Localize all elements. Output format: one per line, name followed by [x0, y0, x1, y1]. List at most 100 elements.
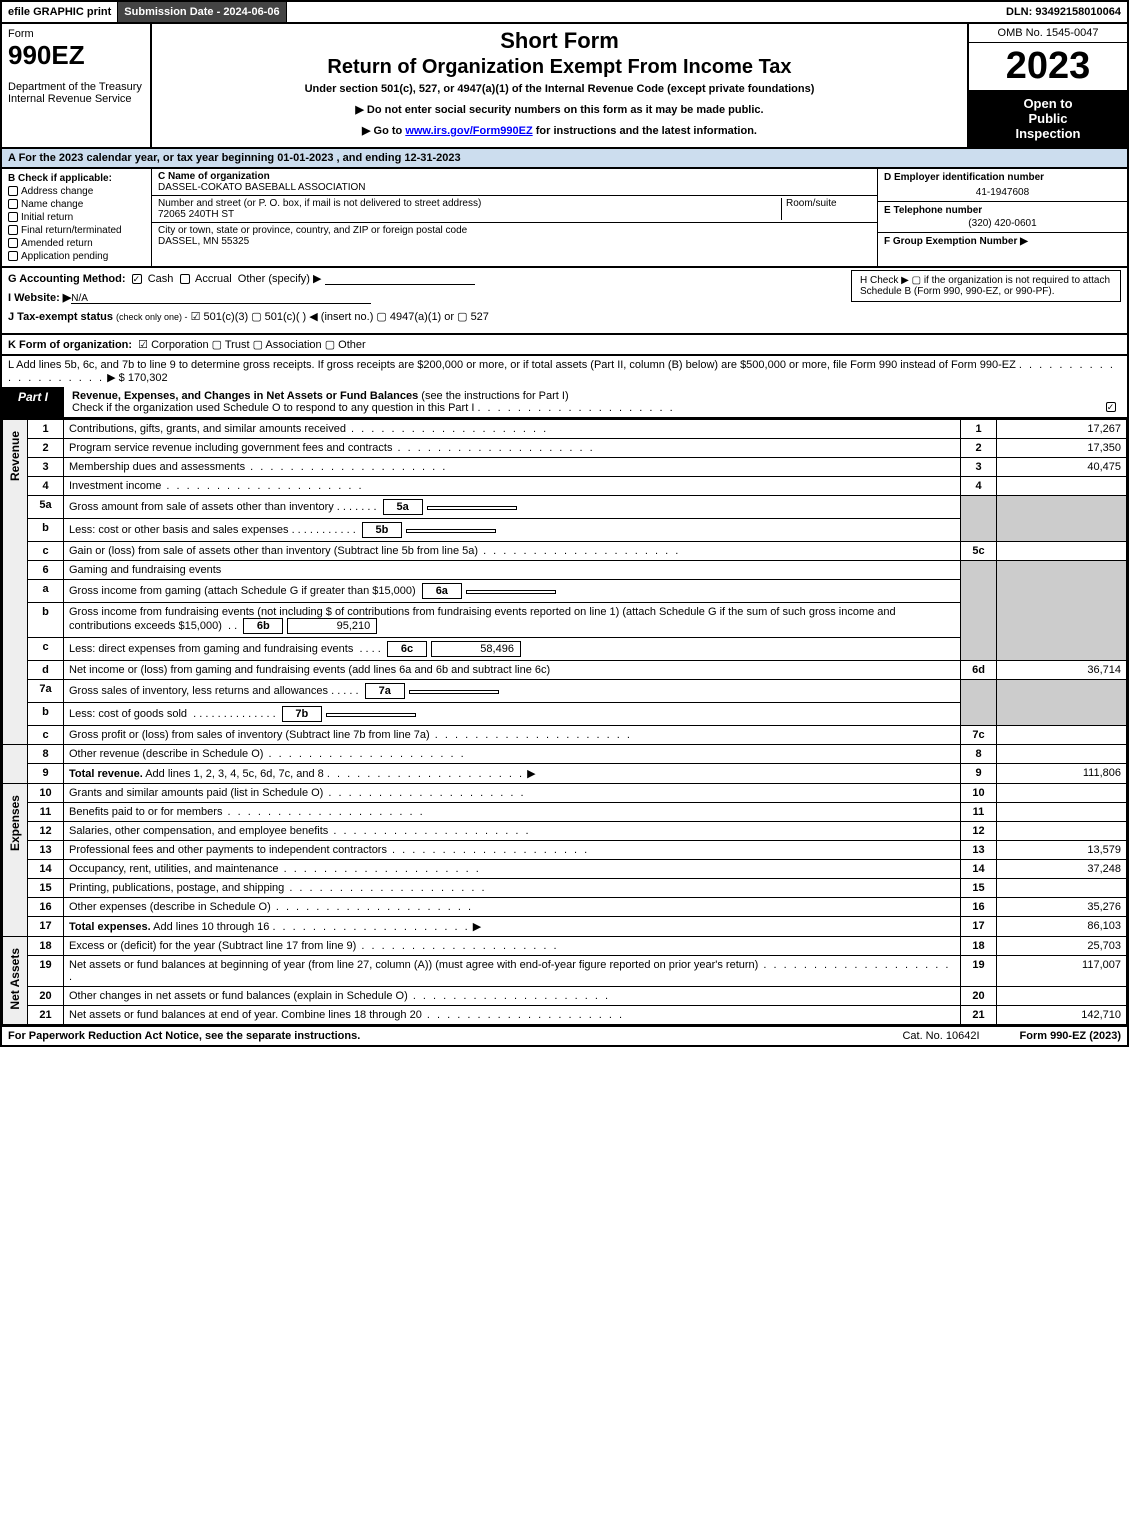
- line-21-amt: 142,710: [997, 1006, 1127, 1025]
- line-7a-amt: [409, 690, 499, 694]
- footer-cat: Cat. No. 10642I: [902, 1030, 979, 1042]
- section-c: C Name of organization DASSEL-COKATO BAS…: [152, 169, 877, 266]
- section-h: H Check ▶ ▢ if the organization is not r…: [851, 270, 1121, 302]
- form-header: Form 990EZ Department of the Treasury In…: [0, 24, 1129, 149]
- section-b: B Check if applicable: Address change Na…: [2, 169, 152, 266]
- tax-year: 2023: [969, 43, 1127, 90]
- line-2-amt: 17,350: [997, 439, 1127, 458]
- line-16-text: Other expenses (describe in Schedule O): [69, 901, 271, 913]
- line-13-text: Professional fees and other payments to …: [69, 844, 387, 856]
- room-suite-label: Room/suite: [781, 198, 871, 220]
- line-2-text: Program service revenue including govern…: [69, 442, 392, 454]
- line-11-amt: [997, 803, 1127, 822]
- chk-final-return[interactable]: Final return/terminated: [8, 225, 145, 236]
- section-def: D Employer identification number 41-1947…: [877, 169, 1127, 266]
- line-6a-amt: [466, 590, 556, 594]
- line-19-text: Net assets or fund balances at beginning…: [69, 959, 758, 971]
- section-ghij: H Check ▶ ▢ if the organization is not r…: [0, 268, 1129, 335]
- line-16-amt: 35,276: [997, 898, 1127, 917]
- line-7b-text: Less: cost of goods sold: [69, 708, 187, 720]
- line-15-text: Printing, publications, postage, and shi…: [69, 882, 284, 894]
- section-k: K Form of organization: ☑ Corporation ▢ …: [0, 335, 1129, 356]
- line-1-amt: 17,267: [997, 420, 1127, 439]
- line-11-text: Benefits paid to or for members: [69, 806, 222, 818]
- part-1-header: Part I Revenue, Expenses, and Changes in…: [0, 387, 1129, 419]
- line-6b-amt: 95,210: [287, 618, 377, 634]
- line-3-text: Membership dues and assessments: [69, 461, 245, 473]
- line-5a-amt: [427, 506, 517, 510]
- line-18-amt: 25,703: [997, 937, 1127, 956]
- part-1-schedule-o-check[interactable]: [1097, 387, 1127, 417]
- line-7c-amt: [997, 726, 1127, 745]
- chk-cash[interactable]: [132, 274, 142, 284]
- irs-link[interactable]: www.irs.gov/Form990EZ: [405, 125, 532, 137]
- chk-amended-return[interactable]: Amended return: [8, 238, 145, 249]
- d-header: D Employer identification number: [884, 172, 1121, 183]
- ein: 41-1947608: [884, 187, 1121, 198]
- chk-application-pending[interactable]: Application pending: [8, 251, 145, 262]
- row-a: A For the 2023 calendar year, or tax yea…: [0, 149, 1129, 169]
- top-bar: efile GRAPHIC print Submission Date - 20…: [0, 0, 1129, 24]
- c-addr-label: Number and street (or P. O. box, if mail…: [158, 198, 481, 209]
- net-assets-label: Net Assets: [8, 940, 22, 1018]
- line-13-amt: 13,579: [997, 841, 1127, 860]
- omb-number: OMB No. 1545-0047: [969, 24, 1127, 43]
- line-7b-amt: [326, 713, 416, 717]
- irs: Internal Revenue Service: [8, 93, 144, 105]
- line-6c-amt: 58,496: [431, 641, 521, 657]
- line-3-amt: 40,475: [997, 458, 1127, 477]
- line-17-text: Add lines 10 through 16: [153, 921, 269, 933]
- line-12-amt: [997, 822, 1127, 841]
- part-1-label: Part I: [2, 387, 64, 417]
- chk-accrual[interactable]: [180, 274, 190, 284]
- open-to-public: Open to Public Inspection: [969, 90, 1127, 147]
- chk-initial-return[interactable]: Initial return: [8, 212, 145, 223]
- gross-receipts: ▶ $ 170,302: [107, 372, 167, 384]
- header-right: OMB No. 1545-0047 2023 Open to Public In…: [967, 24, 1127, 147]
- org-city: DASSEL, MN 55325: [158, 236, 249, 247]
- efile-link[interactable]: efile GRAPHIC print: [2, 2, 118, 22]
- header-left: Form 990EZ Department of the Treasury In…: [2, 24, 152, 147]
- part-1-title: Revenue, Expenses, and Changes in Net As…: [64, 387, 1097, 417]
- line-20-amt: [997, 987, 1127, 1006]
- revenue-label: Revenue: [8, 423, 22, 489]
- section-l: L Add lines 5b, 6c, and 7b to line 9 to …: [0, 356, 1129, 387]
- line-17-amt: 86,103: [997, 917, 1127, 937]
- section-e: E Telephone number (320) 420-0601: [878, 201, 1127, 232]
- website: N/A: [71, 293, 88, 304]
- form-number: 990EZ: [8, 40, 144, 71]
- line-21-text: Net assets or fund balances at end of ye…: [69, 1009, 422, 1021]
- dept: Department of the Treasury: [8, 81, 144, 93]
- subtitle-3: ▶ Go to www.irs.gov/Form990EZ for instru…: [162, 124, 957, 137]
- line-4-amt: [997, 477, 1127, 496]
- form-word: Form: [8, 28, 144, 40]
- chk-name-change[interactable]: Name change: [8, 199, 145, 210]
- chk-address-change[interactable]: Address change: [8, 186, 145, 197]
- line-8-text: Other revenue (describe in Schedule O): [69, 748, 263, 760]
- dln: DLN: 93492158010064: [1000, 2, 1127, 22]
- e-header: E Telephone number: [884, 205, 982, 216]
- line-6d-amt: 36,714: [997, 661, 1127, 680]
- line-7c-text: Gross profit or (loss) from sales of inv…: [69, 729, 430, 741]
- line-14-amt: 37,248: [997, 860, 1127, 879]
- line-8-amt: [997, 745, 1127, 764]
- line-9-amt: 111,806: [997, 764, 1127, 784]
- line-6a-text: Gross income from gaming (attach Schedul…: [69, 585, 416, 597]
- org-name: DASSEL-COKATO BASEBALL ASSOCIATION: [158, 182, 365, 193]
- line-6d-text: Net income or (loss) from gaming and fun…: [69, 664, 550, 676]
- sub3-suffix: for instructions and the latest informat…: [533, 125, 757, 137]
- subtitle-1: Under section 501(c), 527, or 4947(a)(1)…: [162, 83, 957, 95]
- line-14-text: Occupancy, rent, utilities, and maintena…: [69, 863, 279, 875]
- line-10-text: Grants and similar amounts paid (list in…: [69, 787, 323, 799]
- line-7a-text: Gross sales of inventory, less returns a…: [69, 685, 328, 697]
- line-6b-text1: Gross income from fundraising events (no…: [69, 606, 332, 618]
- line-5c-amt: [997, 542, 1127, 561]
- section-j: J Tax-exempt status (check only one) - ☑…: [8, 310, 1121, 323]
- header-center: Short Form Return of Organization Exempt…: [152, 24, 967, 147]
- sub3-prefix: ▶ Go to: [362, 125, 405, 137]
- expenses-label: Expenses: [8, 787, 22, 859]
- line-5c-text: Gain or (loss) from sale of assets other…: [69, 545, 478, 557]
- main-title: Return of Organization Exempt From Incom…: [162, 56, 957, 79]
- line-10-amt: [997, 784, 1127, 803]
- line-5b-amt: [406, 529, 496, 533]
